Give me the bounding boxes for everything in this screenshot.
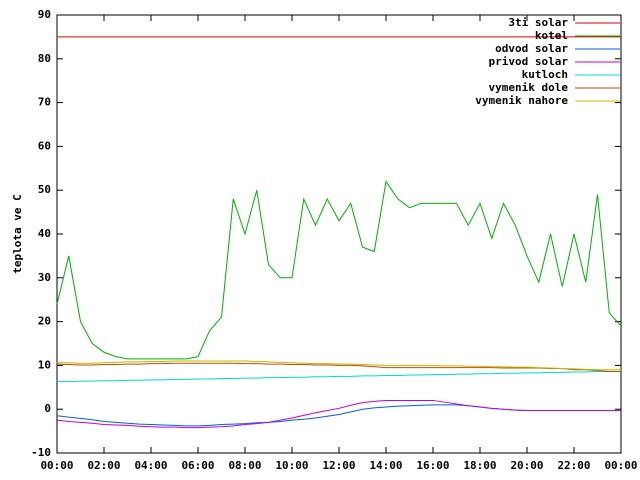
series-line [57, 360, 621, 371]
legend-label: privod solar [489, 55, 569, 68]
y-tick-label: 60 [38, 139, 51, 152]
y-tick-label: -10 [31, 446, 51, 459]
y-tick-label: 50 [38, 183, 51, 196]
y-tick-label: 10 [38, 358, 51, 371]
y-tick-label: 20 [38, 315, 51, 328]
y-tick-label: 30 [38, 271, 51, 284]
x-tick-label: 10:00 [275, 459, 308, 472]
y-tick-label: 40 [38, 227, 51, 240]
x-tick-label: 20:00 [510, 459, 543, 472]
series-line [56, 180, 622, 360]
legend-label: vymenik dole [489, 81, 569, 94]
legend-label: 3ti solar [508, 16, 568, 29]
legend-label: vymenik nahore [475, 94, 568, 107]
y-tick-label: 0 [44, 402, 51, 415]
x-tick-label: 18:00 [463, 459, 496, 472]
x-tick-label: 02:00 [87, 459, 120, 472]
y-tick-label: 70 [38, 96, 51, 109]
y-axis-label: teplota ve C [11, 194, 24, 273]
x-tick-label: 12:00 [322, 459, 355, 472]
series-line [57, 371, 621, 383]
legend-label: odvod solar [495, 42, 568, 55]
series-line [56, 362, 621, 373]
x-tick-label: 06:00 [181, 459, 214, 472]
y-tick-label: 80 [38, 52, 51, 65]
x-tick-label: 22:00 [557, 459, 590, 472]
legend-label: kotel [535, 29, 568, 42]
x-tick-label: 16:00 [416, 459, 449, 472]
legend-label: kutloch [522, 68, 568, 81]
series-line [56, 399, 621, 429]
x-tick-label: 14:00 [369, 459, 402, 472]
x-tick-label: 00:00 [40, 459, 73, 472]
y-tick-label: 90 [38, 8, 51, 21]
x-tick-label: 00:00 [604, 459, 637, 472]
x-tick-label: 04:00 [134, 459, 167, 472]
x-tick-label: 08:00 [228, 459, 261, 472]
